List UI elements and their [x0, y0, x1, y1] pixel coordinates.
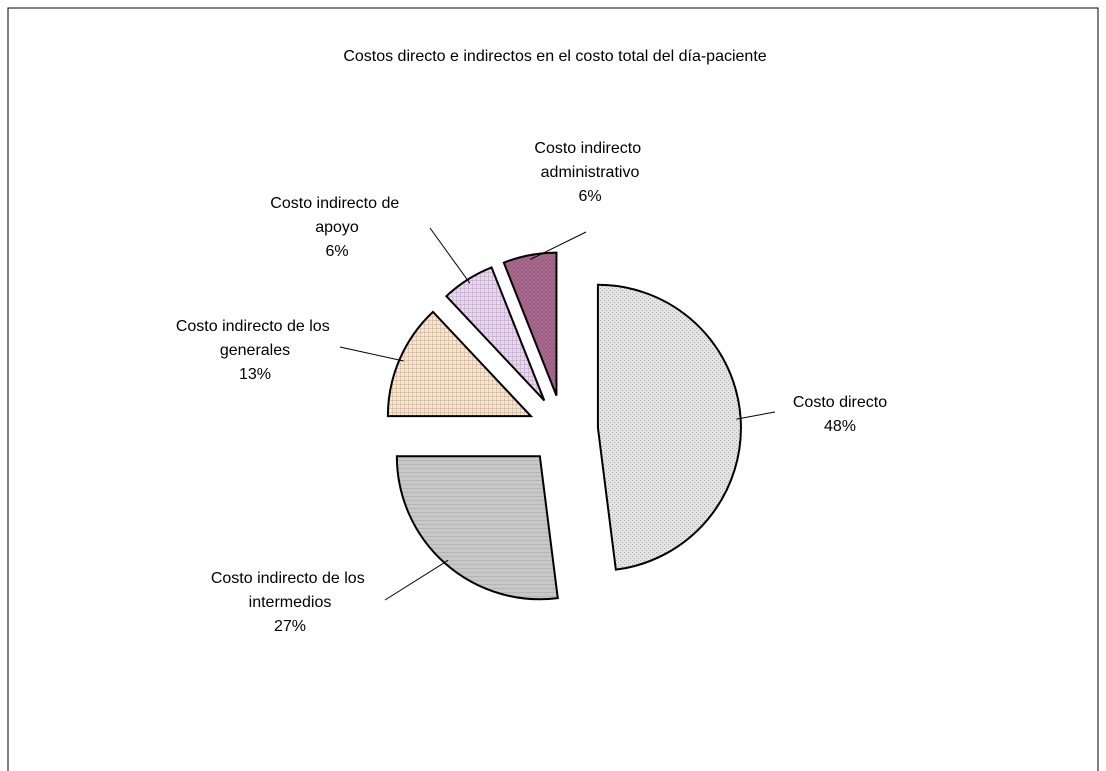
leader-line — [736, 411, 776, 420]
slice-label: Costo indirecto de apoyo — [270, 195, 403, 236]
slice-label: Costo directo — [793, 394, 887, 411]
leader-line — [339, 346, 404, 362]
pie-slice — [386, 310, 534, 418]
value-label: 13% — [239, 366, 271, 383]
pie-slice — [596, 283, 742, 571]
pie-slice — [395, 455, 559, 601]
value-label: 48% — [824, 418, 856, 435]
leader-line — [530, 231, 587, 260]
chart-title: Costos directo e indirectos en el costo … — [343, 48, 766, 65]
slice-label: Costo indirecto de los intermedios — [211, 570, 369, 611]
chart-frame — [7, 7, 1099, 771]
slice-label: Costo indirecto administrativo — [534, 140, 645, 181]
value-label: 27% — [274, 618, 306, 635]
leader-line — [429, 227, 471, 284]
slice-label: Costo indirecto de los generales — [176, 318, 334, 359]
value-label: 6% — [325, 243, 348, 260]
pie-slice — [502, 251, 558, 396]
leader-line — [384, 559, 449, 601]
value-label: 6% — [578, 188, 601, 205]
